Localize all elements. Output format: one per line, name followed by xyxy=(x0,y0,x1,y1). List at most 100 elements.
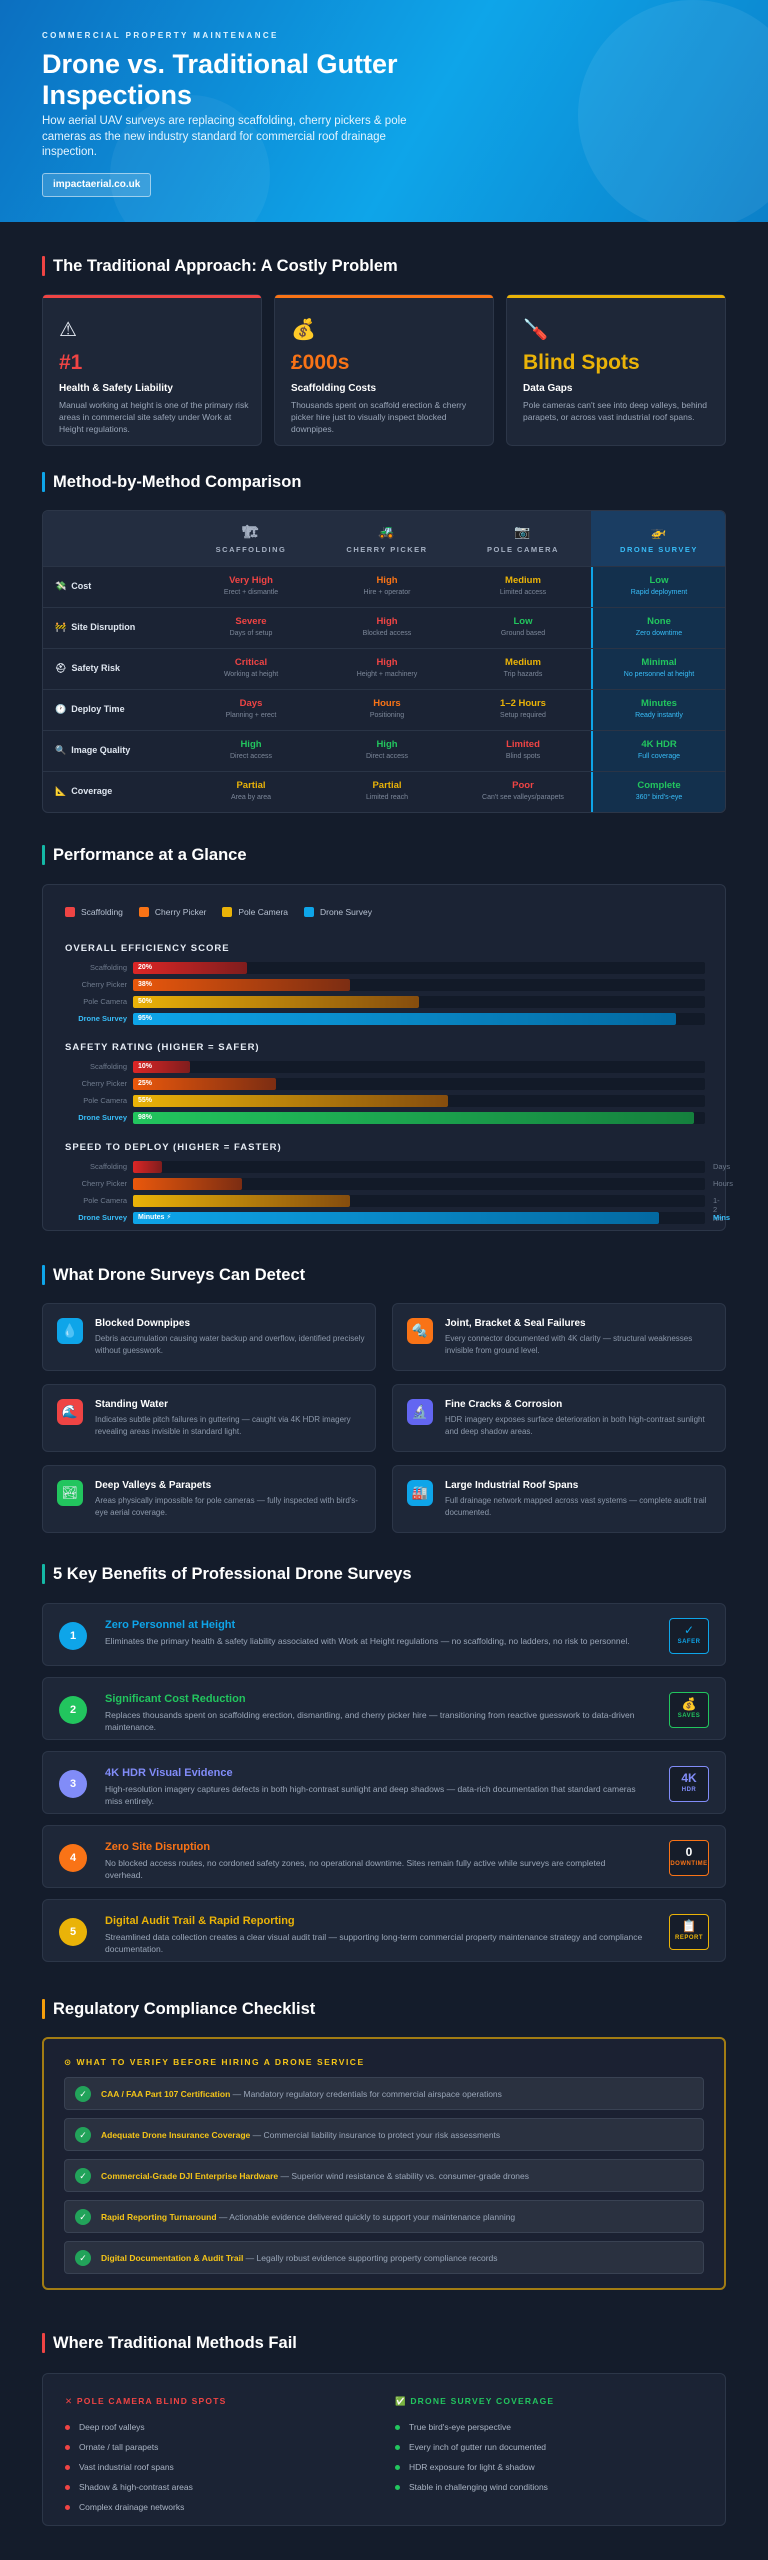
detect-icon: 🏭 xyxy=(407,1480,433,1506)
detect-description: Indicates subtle pitch failures in gutte… xyxy=(95,1415,351,1436)
row-label: 🚧 Site Disruption xyxy=(55,622,135,633)
table-cell: Severe Days of setup xyxy=(183,616,319,637)
coverage-item: Stable in challenging wind conditions xyxy=(395,2477,554,2497)
table-cell: 4K HDR Full coverage xyxy=(591,739,725,760)
table-cell: Low Ground based xyxy=(455,616,591,637)
legend-item: Drone Survey xyxy=(304,907,372,917)
cell-note: Zero downtime xyxy=(635,630,683,637)
bar-category-label: Drone Survey xyxy=(78,1014,127,1023)
coverage-item: Every inch of gutter run documented xyxy=(395,2437,554,2457)
detect-icon: 🌊 xyxy=(57,1399,83,1425)
bullet-dot xyxy=(65,2424,70,2430)
card-accent-line xyxy=(43,295,261,298)
cell-value: Complete xyxy=(637,780,681,791)
detect-card: 🔩 Joint, Bracket & Seal Failures Every con… xyxy=(392,1303,726,1371)
badge-text: DOWNTIME xyxy=(670,1861,708,1867)
bar-track: 98% xyxy=(133,1112,705,1124)
website-link-button[interactable]: impactaerial.co.uk xyxy=(42,173,152,197)
table-cell: High Height + machinery xyxy=(319,657,455,678)
table-cell: Minimal No personnel at height xyxy=(591,657,725,678)
cell-value: Partial xyxy=(236,780,266,791)
problem-card: ⚠ #1 Health & Safety Liability Manual worki… xyxy=(42,294,262,446)
badge-text: REPORT xyxy=(674,1935,703,1941)
page-title: Drone vs. Traditional Gutter Inspections xyxy=(42,49,398,110)
problem-icon: 🪛 xyxy=(523,319,548,341)
row-label: 🔍 Image Quality xyxy=(55,745,130,756)
blind-spot-item: Shadow & high-contrast areas xyxy=(65,2477,226,2497)
badge-text: SAFER xyxy=(677,1639,701,1645)
blind-spot-text: Complex drainage networks xyxy=(79,2502,185,2512)
column-name: DRONE SURVEY xyxy=(620,545,698,554)
bar-row: Pole Camera 1-2 hrs xyxy=(65,1193,723,1223)
section-title-fail: Where Traditional Methods Fail xyxy=(42,2333,297,2353)
cell-value: Very High xyxy=(229,575,273,586)
checklist-item-detail: — Superior wind resistance & stability v… xyxy=(278,2171,530,2181)
cell-note: Blocked access xyxy=(362,630,412,637)
hero-decor-circle xyxy=(578,0,768,222)
bar-unit-label: Mins xyxy=(713,1213,731,1222)
coverage-item: HDR exposure for light & shadow xyxy=(395,2457,554,2477)
bar: Minutes ⚡ xyxy=(133,1212,660,1224)
chart-group-title: OVERALL EFFICIENCY SCORE xyxy=(65,943,230,954)
blind-spot-text: Shadow & high-contrast areas xyxy=(79,2482,193,2492)
cell-note: Hire + operator xyxy=(363,589,411,596)
hero-banner: COMMERCIAL PROPERTY MAINTENANCE Drone vs… xyxy=(0,0,768,222)
cell-value: Minutes xyxy=(641,698,677,709)
benefit-description: High-resolution imagery captures defects… xyxy=(105,1784,636,1806)
drone-coverage-heading: ✅ DRONE SURVEY COVERAGE xyxy=(395,2396,555,2406)
column-header: 🚜 CHERRY PICKER xyxy=(319,511,455,566)
table-row: 📐 Coverage Partial Area by area Partial Limit… xyxy=(43,771,725,812)
benefit-number: 3 xyxy=(59,1770,87,1798)
legend-label: Cherry Picker xyxy=(154,907,207,917)
table-row: 💸 Cost Very High Erect + dismantle High Hire … xyxy=(43,566,725,607)
table-cell: High Direct access xyxy=(319,739,455,760)
bar: 38% xyxy=(133,979,351,991)
cell-value: Limited xyxy=(506,739,540,750)
cell-note: Blind spots xyxy=(505,753,541,760)
cell-value: Critical xyxy=(234,657,268,668)
bar-category-label: Cherry Picker xyxy=(81,1079,127,1088)
table-row: 🚧 Site Disruption Severe Days of setup High B… xyxy=(43,607,725,648)
benefit-title: Zero Personnel at Height xyxy=(105,1619,236,1631)
row-label-text: Cost xyxy=(71,581,92,591)
chart-group: SAFETY RATING (HIGHER = SAFER) Scaffoldin… xyxy=(65,1042,705,1127)
checklist-text: Adequate Drone Insurance Coverage — Comm… xyxy=(101,2130,500,2140)
problem-description: Pole cameras can't see into deep valleys… xyxy=(523,400,708,422)
detect-icon: 🔩 xyxy=(407,1318,433,1344)
cell-value: Partial xyxy=(372,780,402,791)
detect-card: 🌊 Standing Water Indicates subtle pitch fa… xyxy=(42,1384,376,1452)
blind-spot-item: Deep roof valleys xyxy=(65,2417,226,2437)
coverage-text: True bird's-eye perspective xyxy=(409,2422,511,2432)
benefit-number: 1 xyxy=(59,1622,87,1650)
cell-value: Severe xyxy=(235,616,267,627)
cell-value: High xyxy=(376,657,398,668)
benefit-number: 4 xyxy=(59,1844,87,1872)
detect-icon: 🏞 xyxy=(57,1480,83,1506)
bar xyxy=(133,1195,351,1207)
table-cell: Medium Trip hazards xyxy=(455,657,591,678)
bar-unit-label: Days xyxy=(713,1162,731,1171)
coverage-item: True bird's-eye perspective xyxy=(395,2417,554,2437)
bullet-dot xyxy=(65,2444,70,2450)
bullet-dot xyxy=(65,2484,70,2490)
cell-note: Ground based xyxy=(500,630,546,637)
section-title-problem: The Traditional Approach: A Costly Probl… xyxy=(42,256,398,276)
bar-category-label: Drone Survey xyxy=(78,1213,127,1222)
table-cell: Critical Working at height xyxy=(183,657,319,678)
benefit-badge: 0 DOWNTIME xyxy=(669,1840,709,1876)
detect-card: 🔬 Fine Cracks & Corrosion HDR imagery expo… xyxy=(392,1384,726,1452)
bar: 55% xyxy=(133,1095,448,1107)
cell-note: Days of setup xyxy=(229,630,273,637)
chart-group-title: SPEED TO DEPLOY (HIGHER = FASTER) xyxy=(65,1142,282,1153)
benefit-badge: 💰 SAVES xyxy=(669,1692,709,1728)
column-name: CHERRY PICKER xyxy=(346,545,428,554)
bar-category-label: Cherry Picker xyxy=(81,1179,127,1188)
checklist-item: ✓ CAA / FAA Part 107 Certification — Mand… xyxy=(64,2077,704,2110)
cell-note: Direct access xyxy=(365,753,408,760)
row-label: 🕐 Deploy Time xyxy=(55,704,125,715)
check-icon: ✓ xyxy=(75,2250,91,2266)
cell-value: Days xyxy=(239,698,263,709)
column-icon: 📷 xyxy=(514,524,532,539)
table-cell: High Direct access xyxy=(183,739,319,760)
bar: 98% xyxy=(133,1112,694,1124)
